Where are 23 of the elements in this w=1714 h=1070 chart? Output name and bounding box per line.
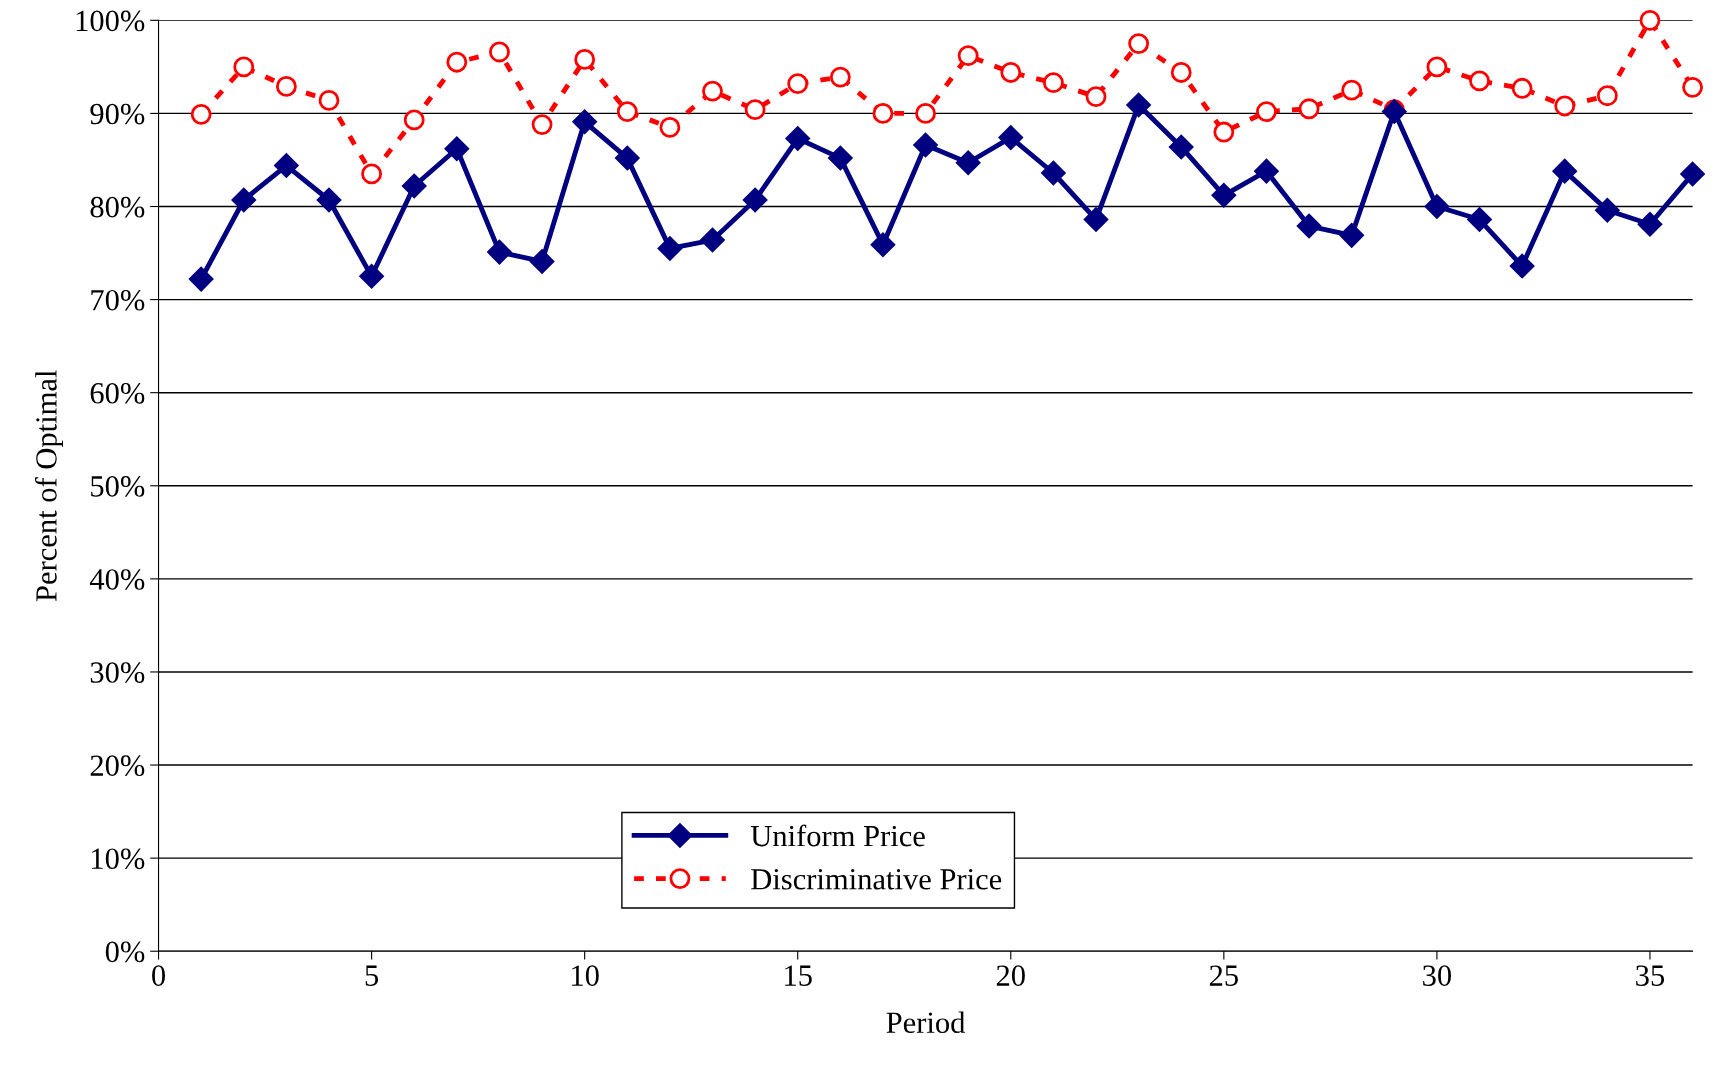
y-tick-label: 10% <box>92 848 145 870</box>
x-tick-label: 30 <box>1423 965 1452 986</box>
y-tick-label: 90% <box>90 103 145 125</box>
y-tick-label: 20% <box>90 755 145 777</box>
y-tick-label: 40% <box>89 569 145 590</box>
y-tick-label: 80% <box>90 196 145 218</box>
y-tick-label: 100% <box>76 10 145 32</box>
x-tick-label: 35 <box>1636 965 1665 986</box>
x-tick-label: 20 <box>996 965 1025 986</box>
y-tick-label: 70% <box>91 289 145 311</box>
y-tick-label: 50% <box>91 476 145 497</box>
x-tick-label: 0 <box>152 965 166 986</box>
legend-label: Discriminative Price <box>751 869 1002 890</box>
x-tick-label: 5 <box>365 965 379 986</box>
legend-label: Uniform Price <box>750 824 925 847</box>
x-tick-label: 10 <box>572 965 599 986</box>
x-tick-label: 15 <box>785 965 812 986</box>
y-tick-label: 0% <box>105 941 145 963</box>
x-axis-title: Period <box>886 1011 966 1034</box>
x-tick-label: 25 <box>1209 965 1238 986</box>
y-tick-label: 60% <box>90 382 145 404</box>
y-tick-label: 30% <box>90 662 145 683</box>
y-axis-title: Percent of Optimal <box>34 370 63 602</box>
